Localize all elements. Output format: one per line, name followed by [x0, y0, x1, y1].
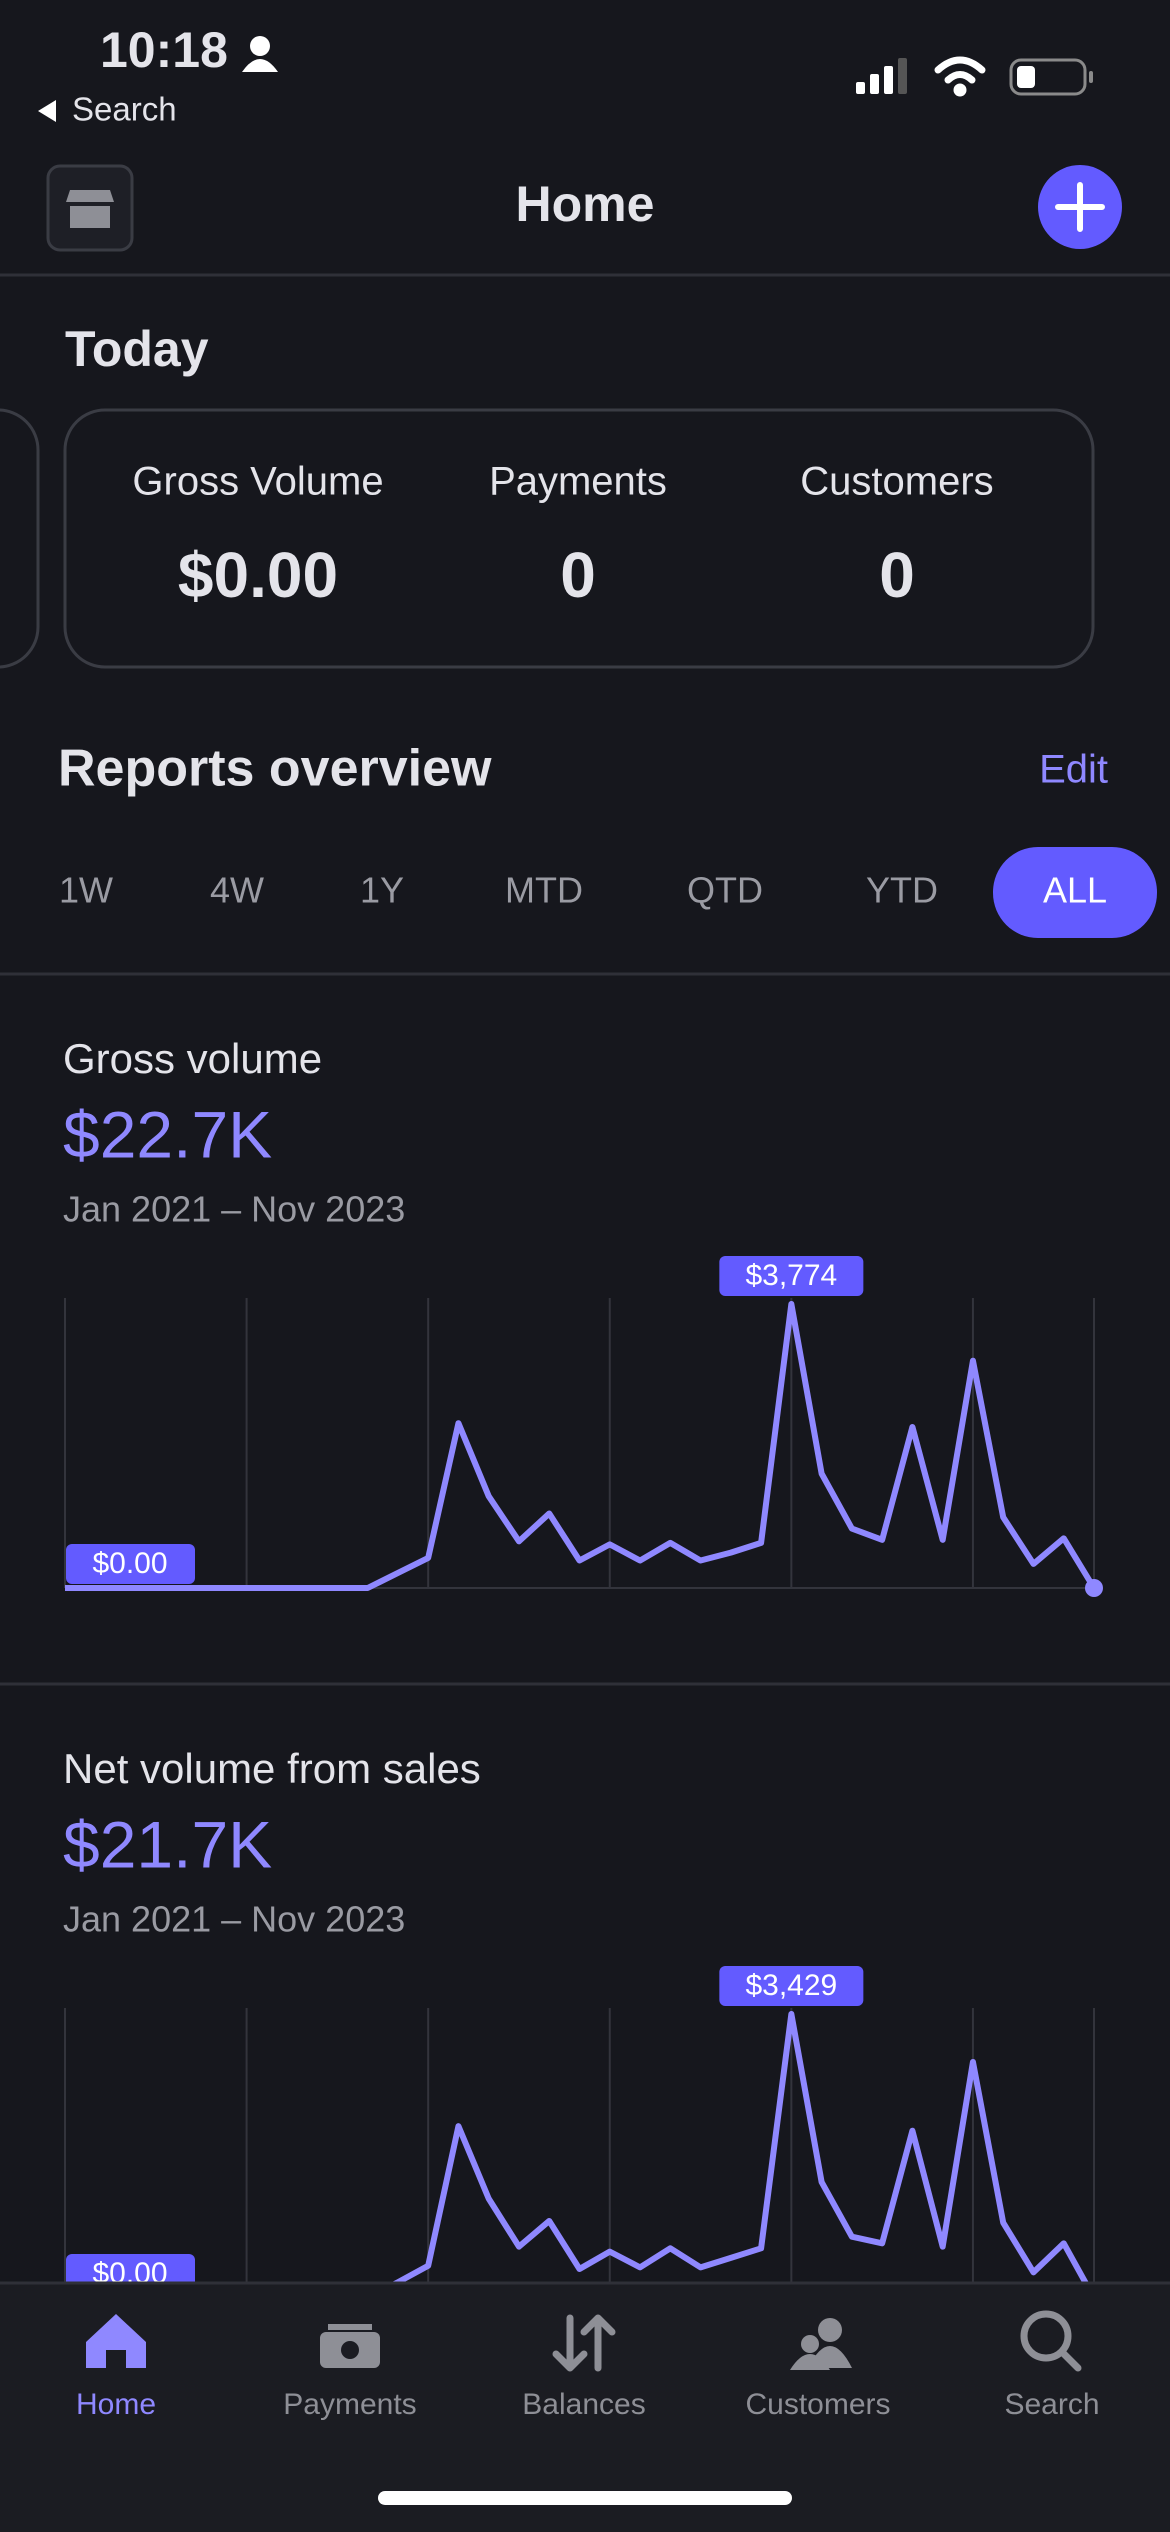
tab-label[interactable]: Search [1004, 2388, 1099, 2421]
range-tab[interactable]: YTD [866, 870, 938, 911]
chart-title: Net volume from sales [63, 1745, 481, 1792]
today-card[interactable] [63, 408, 1095, 669]
chart-total: $22.7K [63, 1097, 272, 1171]
metric-value: $0.00 [178, 539, 338, 611]
header-title: Home [516, 176, 655, 232]
tab-label[interactable]: Payments [283, 2388, 416, 2421]
max-label: $3,429 [745, 1969, 837, 2002]
chart-title: Gross volume [63, 1035, 322, 1082]
store-button[interactable] [46, 164, 134, 252]
tab-labels: Home Payments Balances Customers Search [76, 2388, 1100, 2421]
tab-label[interactable]: Home [76, 2388, 156, 2421]
max-label-box [719, 1966, 864, 2006]
chart-period: Jan 2021 – Nov 2023 [63, 1189, 405, 1230]
chart-total: $21.7K [63, 1807, 272, 1881]
metric-value: 0 [879, 539, 915, 611]
range-tab[interactable]: QTD [687, 870, 763, 911]
range-tab[interactable]: 1W [59, 870, 113, 911]
back-arrow[interactable] [38, 100, 56, 122]
max-label: $3,774 [745, 1259, 837, 1292]
balances-icon [552, 2314, 616, 2372]
payments-icon [320, 2324, 380, 2368]
metric-label: Customers [800, 460, 993, 504]
end-point [1085, 1579, 1103, 1597]
wifi-icon [934, 56, 986, 97]
chart-period: Jan 2021 – Nov 2023 [63, 1899, 405, 1940]
section-title: Reports overview [58, 740, 492, 798]
edit-link[interactable]: Edit [1039, 748, 1108, 792]
metrics: Gross Volume $0.00 Payments 0 Customers 0 [132, 460, 993, 611]
tab-bar [0, 2283, 1170, 2532]
back-link[interactable]: Search [72, 91, 177, 128]
tab-label[interactable]: Balances [522, 2388, 645, 2421]
metric-label: Payments [489, 460, 667, 504]
range-selected [993, 847, 1157, 938]
metric-value: 0 [560, 539, 596, 611]
line [65, 1301, 1097, 1591]
range-tabs: 1W 4W 1Y MTD QTD YTD ALL [59, 847, 1157, 938]
add-button[interactable] [1038, 165, 1122, 249]
person-icon [242, 36, 278, 72]
range-tab[interactable]: MTD [505, 870, 583, 911]
home-indicator [378, 2491, 792, 2505]
customers-icon [790, 2318, 852, 2370]
battery-icon [1009, 58, 1093, 96]
tab-label[interactable]: Customers [745, 2388, 890, 2421]
min-label: $0.00 [92, 1547, 167, 1580]
max-label-box [719, 1256, 864, 1296]
status-time: 10:18 [100, 22, 228, 78]
metric-label: Gross Volume [132, 460, 383, 504]
section-title: Today [65, 321, 209, 377]
search-icon [1020, 2310, 1082, 2372]
home-icon [86, 2314, 146, 2368]
signal-icon [856, 58, 907, 94]
card-peek [0, 408, 40, 669]
range-tab[interactable]: 1Y [360, 870, 404, 911]
min-label-box [66, 1544, 195, 1584]
range-tab[interactable]: ALL [1043, 870, 1107, 911]
range-tab[interactable]: 4W [210, 870, 264, 911]
